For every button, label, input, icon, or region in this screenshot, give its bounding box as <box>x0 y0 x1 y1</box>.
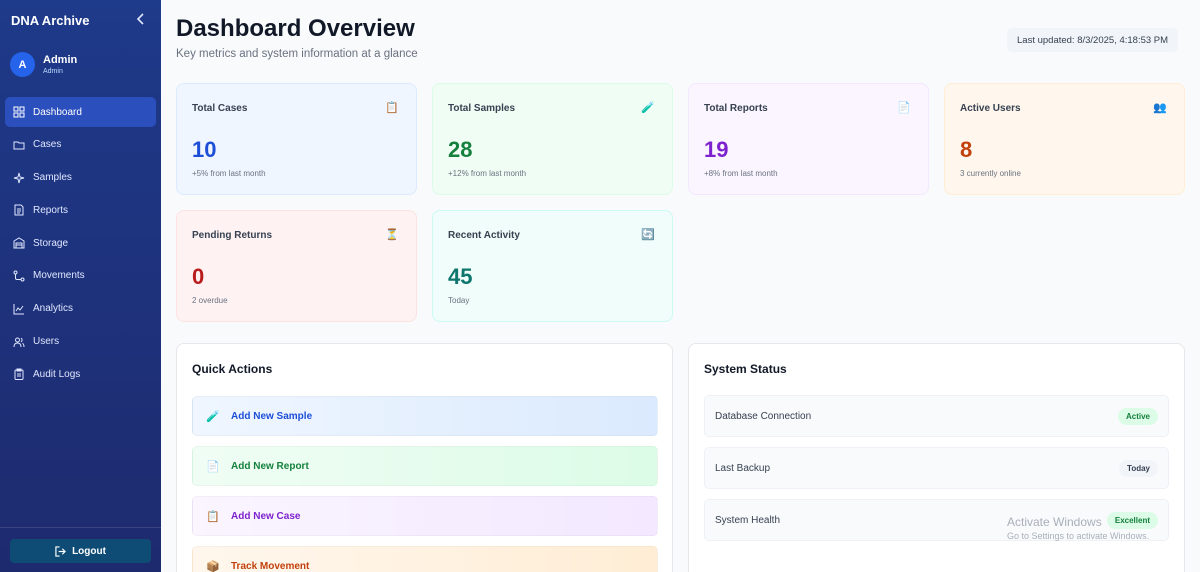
quick-action-label: Track Movement <box>231 560 310 572</box>
hourglass-icon: ⏳ <box>385 229 399 241</box>
sidebar-item-label: Dashboard <box>33 106 82 118</box>
user-role: Admin <box>43 68 63 75</box>
sidebar-item-samples[interactable]: Samples <box>5 163 156 193</box>
page-title: Dashboard Overview <box>176 15 415 42</box>
stat-value: 19 <box>704 137 729 162</box>
sidebar: DNA Archive A Admin Admin Dashboard Case… <box>0 0 161 572</box>
avatar: A <box>10 52 35 77</box>
status-row-system-health: System Health Excellent <box>704 499 1169 541</box>
logout-button[interactable]: Logout <box>10 539 151 563</box>
sidebar-item-storage[interactable]: Storage <box>5 228 156 258</box>
sidebar-item-label: Users <box>33 336 60 348</box>
stat-card-active-users[interactable]: Active Users 👥 8 3 currently online <box>944 83 1185 195</box>
system-status-title: System Status <box>704 362 787 376</box>
document-icon: 📄 <box>206 460 220 473</box>
stat-card-recent-activity[interactable]: Recent Activity 🔄 45 Today <box>432 210 673 322</box>
stat-subtext: Today <box>448 296 470 305</box>
refresh-icon: 🔄 <box>641 229 655 241</box>
stat-card-total-samples[interactable]: Total Samples 🧪 28 +12% from last month <box>432 83 673 195</box>
logout-label: Logout <box>72 545 106 557</box>
status-badge: Active <box>1117 407 1158 425</box>
stat-card-total-cases[interactable]: Total Cases 📋 10 +5% from last month <box>176 83 417 195</box>
status-badge: Today <box>1119 459 1158 477</box>
quick-action-label: Add New Sample <box>231 410 313 422</box>
sidebar-nav: Dashboard Cases Samples Reports Storage … <box>5 97 156 392</box>
stat-value: 28 <box>448 137 473 162</box>
stat-card-total-reports[interactable]: Total Reports 📄 19 +8% from last month <box>688 83 929 195</box>
stat-label: Recent Activity <box>448 230 520 241</box>
stat-label: Total Samples <box>448 103 516 114</box>
logout-icon <box>55 545 66 557</box>
brand-title: DNA Archive <box>11 13 90 28</box>
clipboard-icon: 📋 <box>206 510 220 523</box>
users-icon: 👥 <box>1153 102 1167 114</box>
last-updated-badge: Last updated: 8/3/2025, 4:18:53 PM <box>1007 28 1179 52</box>
package-icon: 📦 <box>206 560 220 572</box>
route-icon <box>13 270 25 282</box>
status-label: Database Connection <box>715 410 812 422</box>
stat-value: 10 <box>192 137 217 162</box>
document-icon: 📄 <box>897 102 911 114</box>
sidebar-item-label: Analytics <box>33 303 74 315</box>
stat-card-pending-returns[interactable]: Pending Returns ⏳ 0 2 overdue <box>176 210 417 322</box>
sidebar-divider <box>0 527 161 528</box>
grid-icon <box>13 106 25 118</box>
add-new-case-button[interactable]: 📋 Add New Case <box>192 496 658 536</box>
stat-label: Active Users <box>960 103 1021 114</box>
track-movement-button[interactable]: 📦 Track Movement <box>192 546 658 572</box>
sidebar-item-reports[interactable]: Reports <box>5 195 156 225</box>
status-label: System Health <box>715 514 781 526</box>
test-tube-icon: 🧪 <box>206 410 220 423</box>
stat-value: 8 <box>960 137 973 162</box>
test-tube-icon: 🧪 <box>641 102 655 114</box>
stat-label: Total Cases <box>192 103 248 114</box>
sidebar-item-analytics[interactable]: Analytics <box>5 294 156 324</box>
collapse-sidebar-icon[interactable] <box>136 12 146 28</box>
user-name: Admin <box>43 54 78 66</box>
user-profile: A Admin Admin <box>10 52 77 77</box>
stat-subtext: 3 currently online <box>960 169 1021 178</box>
stat-subtext: 2 overdue <box>192 296 228 305</box>
add-new-sample-button[interactable]: 🧪 Add New Sample <box>192 396 658 436</box>
sparkle-icon <box>13 172 25 184</box>
sidebar-item-label: Storage <box>33 237 69 249</box>
stat-label: Total Reports <box>704 103 768 114</box>
quick-actions-panel: Quick Actions 🧪 Add New Sample 📄 Add New… <box>176 343 673 572</box>
stat-subtext: +12% from last month <box>448 169 527 178</box>
stat-value: 0 <box>192 264 205 289</box>
sidebar-item-cases[interactable]: Cases <box>5 130 156 160</box>
status-row-last-backup: Last Backup Today <box>704 447 1169 489</box>
stat-value: 45 <box>448 264 473 289</box>
quick-actions-title: Quick Actions <box>192 362 273 376</box>
status-row-database: Database Connection Active <box>704 395 1169 437</box>
sidebar-item-movements[interactable]: Movements <box>5 261 156 291</box>
quick-action-label: Add New Report <box>231 460 309 472</box>
sidebar-item-label: Samples <box>33 172 72 184</box>
main-content: Dashboard Overview Key metrics and syste… <box>161 0 1200 572</box>
sidebar-item-label: Movements <box>33 270 85 282</box>
stat-label: Pending Returns <box>192 230 273 241</box>
quick-action-label: Add New Case <box>231 510 301 522</box>
sidebar-item-label: Reports <box>33 204 69 216</box>
add-new-report-button[interactable]: 📄 Add New Report <box>192 446 658 486</box>
stat-subtext: +5% from last month <box>192 169 266 178</box>
status-label: Last Backup <box>715 462 771 474</box>
sidebar-item-audit-logs[interactable]: Audit Logs <box>5 359 156 389</box>
page-subtitle: Key metrics and system information at a … <box>176 48 418 60</box>
clipboard-icon <box>13 368 25 381</box>
system-status-panel: System Status Database Connection Active… <box>688 343 1185 572</box>
sidebar-item-dashboard[interactable]: Dashboard <box>5 97 156 127</box>
users-icon <box>13 336 25 348</box>
sidebar-item-label: Audit Logs <box>33 368 81 380</box>
chart-icon <box>13 303 25 315</box>
warehouse-icon <box>13 237 25 249</box>
sidebar-item-users[interactable]: Users <box>5 327 156 357</box>
stat-subtext: +8% from last month <box>704 169 778 178</box>
sidebar-item-label: Cases <box>33 139 62 151</box>
document-icon <box>13 204 25 216</box>
clipboard-icon: 📋 <box>385 102 399 114</box>
folder-icon <box>13 139 25 151</box>
status-badge: Excellent <box>1106 511 1158 529</box>
